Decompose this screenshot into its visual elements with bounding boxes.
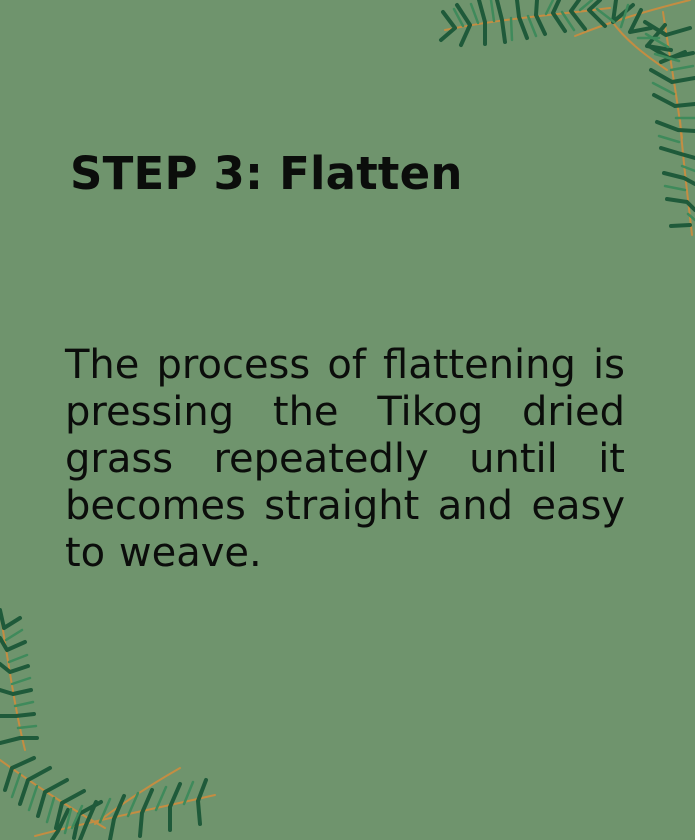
step-description: The process of flattening is pressing th… — [65, 342, 625, 576]
pine-branch-icon — [0, 608, 216, 840]
pine-branch-icon — [439, 0, 695, 236]
step-heading: STEP 3: Flatten — [70, 147, 463, 200]
